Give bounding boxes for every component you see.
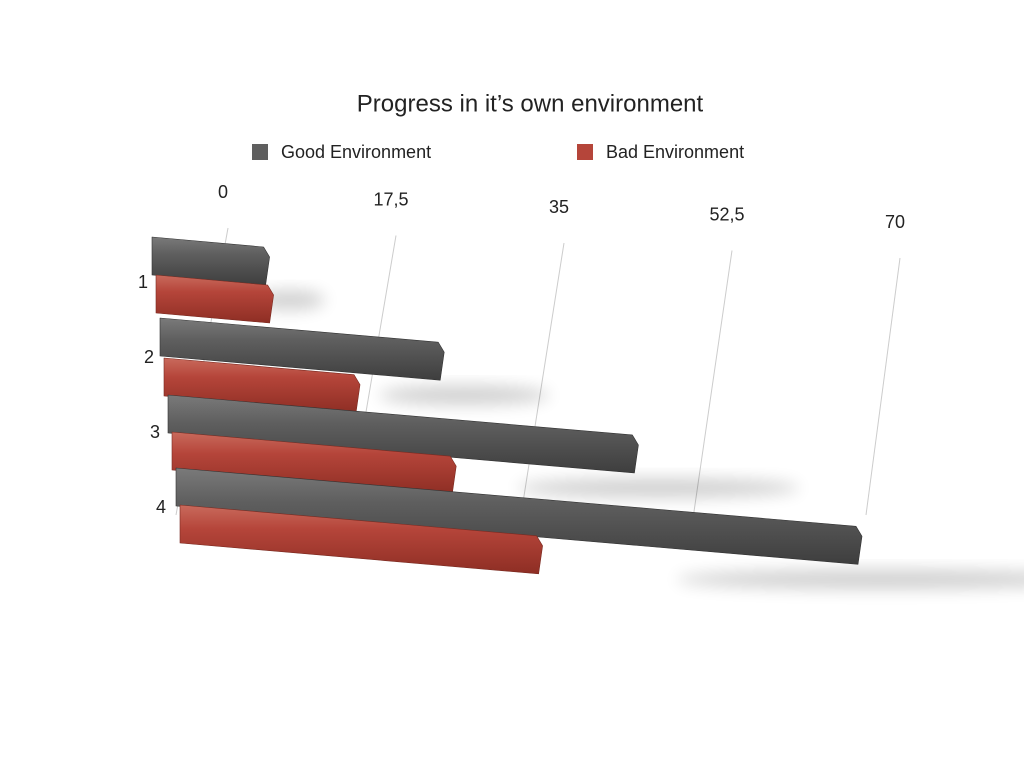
grid-line	[520, 242, 565, 516]
x-tick-label: 35	[549, 197, 569, 217]
legend-swatch	[252, 144, 268, 160]
bar	[159, 317, 445, 381]
bar-shadow	[378, 385, 550, 406]
bar-shadow	[676, 569, 1024, 590]
bar	[155, 274, 274, 324]
x-tick-label: 70	[885, 212, 905, 232]
legend-swatch	[577, 144, 593, 160]
bar	[167, 394, 639, 474]
grid-line	[693, 250, 733, 516]
bar	[151, 236, 270, 286]
bar-shadow	[517, 477, 800, 498]
x-tick-label: 17,5	[373, 189, 408, 209]
y-tick-label: 1	[138, 272, 148, 292]
x-tick-label: 52,5	[709, 204, 744, 224]
grid-line	[865, 257, 901, 516]
legend-label: Good Environment	[281, 142, 431, 162]
y-tick-label: 4	[156, 497, 166, 517]
y-tick-label: 3	[150, 422, 160, 442]
bar	[175, 467, 863, 565]
legend-label: Bad Environment	[606, 142, 744, 162]
chart-title: Progress in it’s own environment	[357, 90, 704, 117]
y-tick-label: 2	[144, 347, 154, 367]
bar	[171, 431, 457, 495]
bar	[179, 504, 543, 575]
x-tick-label: 0	[218, 182, 228, 202]
